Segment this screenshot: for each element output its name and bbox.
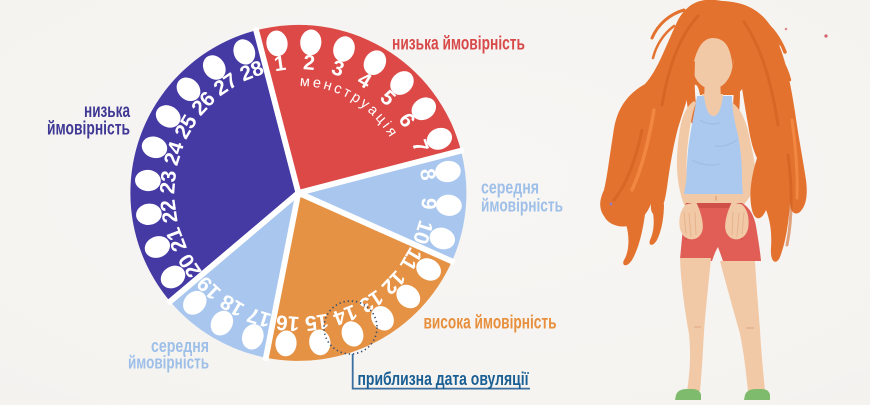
svg-text:приблизна дата овуляції: приблизна дата овуляції xyxy=(358,368,530,389)
svg-text:22: 22 xyxy=(156,198,182,224)
svg-text:ймовірність: ймовірність xyxy=(481,196,563,216)
svg-text:середня: середня xyxy=(481,178,539,198)
svg-text:ймовірність: ймовірність xyxy=(128,353,209,373)
svg-text:8: 8 xyxy=(415,167,439,182)
svg-text:15: 15 xyxy=(303,309,330,335)
svg-text:низька ймовірність: низька ймовірність xyxy=(392,34,525,55)
svg-text:ймовірність: ймовірність xyxy=(47,119,130,140)
svg-text:9: 9 xyxy=(416,197,440,211)
svg-text:2: 2 xyxy=(302,51,316,75)
svg-text:висока ймовірність: висока ймовірність xyxy=(424,313,557,334)
svg-text:23: 23 xyxy=(156,170,181,195)
svg-text:16: 16 xyxy=(275,310,300,335)
svg-text:середня: середня xyxy=(151,336,209,356)
svg-text:1: 1 xyxy=(273,52,288,76)
svg-text:низька: низька xyxy=(84,101,130,122)
